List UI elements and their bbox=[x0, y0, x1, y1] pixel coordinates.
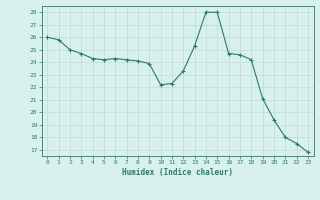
X-axis label: Humidex (Indice chaleur): Humidex (Indice chaleur) bbox=[122, 168, 233, 177]
